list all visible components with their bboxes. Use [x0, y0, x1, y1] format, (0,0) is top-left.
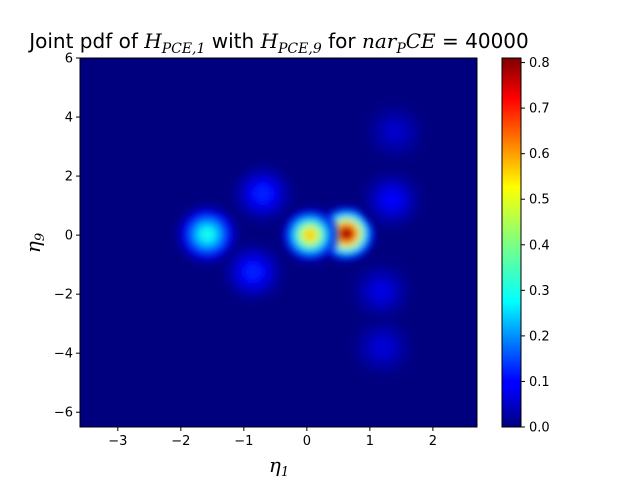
density-peak	[176, 205, 238, 264]
density-peak	[319, 207, 375, 260]
colorbar-gradient	[501, 57, 522, 428]
density-contour	[304, 229, 316, 241]
density-contour	[385, 193, 399, 206]
y-tick-label: −4	[54, 347, 73, 362]
density-peak	[352, 318, 413, 377]
density-peak	[350, 262, 412, 321]
y-tick-label: −2	[54, 288, 73, 303]
colorbar-tick-label: 0.8	[529, 56, 550, 71]
colorbar-tick-label: 0.0	[529, 421, 550, 436]
colorbar-tick-label: 0.2	[529, 329, 550, 344]
y-tick-label: 0	[65, 229, 73, 244]
heatmap-area	[79, 57, 478, 428]
density-peak	[361, 170, 423, 229]
x-axis-label: η1	[269, 453, 289, 480]
x-tick-label: 1	[366, 434, 374, 449]
density-peak	[222, 242, 284, 302]
x-tick-label: −2	[171, 434, 190, 449]
colorbar: 0.0 0.1 0.2 0.3 0.4 0.5 0.6 0.7 0.8	[501, 56, 550, 436]
density-contour	[375, 341, 389, 354]
x-tick-label: −3	[108, 434, 127, 449]
colorbar-ticks: 0.0 0.1 0.2 0.3 0.4 0.5 0.6 0.7 0.8	[521, 56, 550, 436]
colorbar-tick-label: 0.5	[529, 193, 550, 208]
y-tick-label: −6	[54, 406, 73, 421]
density-contour	[256, 187, 270, 201]
density-contour	[340, 228, 353, 240]
density-contour	[388, 125, 402, 139]
density-contour	[246, 265, 260, 279]
density-peak	[232, 164, 294, 223]
plot-frame	[79, 57, 478, 428]
x-axis-ticks: −3 −2 −1 0 1 2	[108, 427, 437, 449]
x-tick-label: −1	[234, 434, 253, 449]
x-tick-label: 2	[429, 434, 437, 449]
y-tick-label: 2	[65, 170, 73, 185]
colorbar-tick-label: 0.1	[529, 375, 550, 390]
chart-title: Joint pdf of HPCE,1 with HPCE,9 for narP…	[27, 29, 529, 57]
x-tick-label: 0	[303, 434, 311, 449]
density-contour	[374, 284, 388, 298]
density-peak	[364, 102, 426, 161]
y-axis-label: η9	[21, 233, 48, 253]
colorbar-tick-label: 0.7	[529, 102, 550, 117]
colorbar-tick-label: 0.3	[529, 284, 550, 299]
colorbar-tick-label: 0.4	[529, 238, 550, 253]
density-contour	[200, 228, 214, 241]
colorbar-tick-label: 0.6	[529, 147, 550, 162]
y-axis-ticks: −6 −4 −2 0 2 4 6	[54, 52, 80, 421]
y-tick-label: 6	[65, 52, 73, 67]
density-peak	[282, 208, 338, 262]
y-tick-label: 4	[65, 111, 73, 126]
